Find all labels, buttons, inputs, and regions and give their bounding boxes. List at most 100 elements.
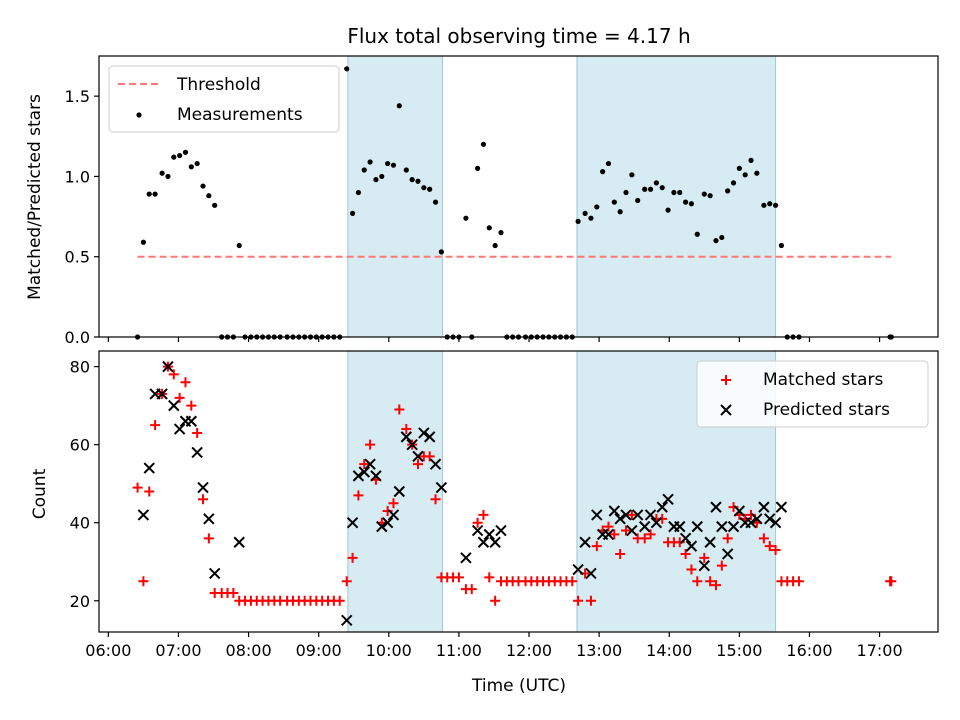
predicted-star-point	[626, 524, 638, 537]
legend-predicted-label: Predicted stars	[763, 400, 890, 420]
measurement-point	[361, 167, 367, 173]
matched-star-point	[710, 580, 721, 591]
matched-star-point	[359, 459, 370, 470]
matched-star-point	[615, 548, 626, 559]
predicted-star-point	[435, 481, 448, 494]
measurement-point	[671, 189, 677, 196]
predicted-star-point	[208, 567, 221, 580]
y-tick-label: 0.0	[65, 328, 90, 347]
measurement-point	[486, 225, 492, 231]
matched-star-point	[180, 377, 191, 388]
matched-star-point	[365, 439, 376, 450]
bottom-y-axis-label: Count	[30, 468, 50, 519]
legend-matched-label: Matched stars	[763, 370, 883, 390]
x-tick-label: 10:00	[366, 641, 412, 660]
matched-star-point	[722, 533, 733, 544]
y-tick-label: 40	[70, 514, 90, 533]
predicted-star-point	[751, 513, 763, 525]
measurement-point	[772, 202, 779, 208]
measurement-point	[588, 215, 594, 221]
x-tick-label: 14:00	[646, 641, 692, 660]
measurement-point	[611, 199, 617, 205]
legend: Matched stars Predicted stars	[696, 360, 929, 428]
measurement-point	[713, 238, 719, 244]
x-tick-label: 07:00	[155, 641, 201, 660]
measurement-point	[647, 186, 654, 192]
predicted-star-point	[764, 513, 776, 525]
predicted-star-point	[662, 493, 674, 506]
measurement-point	[665, 207, 671, 213]
measurement-point	[421, 185, 427, 191]
y-tick-label: 60	[70, 436, 90, 455]
predicted-star-point	[370, 470, 382, 482]
measurement-point	[694, 231, 700, 237]
predicted-star-point	[137, 509, 150, 521]
predicted-star-point	[579, 536, 591, 548]
matched-star-point	[453, 572, 464, 583]
legend-measurements-label: Measurements	[177, 105, 303, 125]
measurement-point	[432, 199, 439, 205]
predicted-star-point	[364, 458, 376, 470]
x-tick-label: 11:00	[436, 641, 482, 660]
measurement-point	[594, 204, 600, 210]
matched-star-point	[591, 541, 602, 552]
measurement-point	[748, 157, 754, 163]
matched-star-point	[764, 541, 775, 552]
measurement-point	[682, 199, 689, 205]
predicted-star-point	[185, 415, 198, 427]
top-panel-flux-ratio: 0.0 0.5 1.0 1.5 Threshold Measurements	[65, 55, 939, 347]
predicted-star-point	[393, 485, 406, 498]
matched-star-point	[168, 369, 179, 380]
matched-star-point	[394, 404, 405, 415]
predicted-star-point	[406, 438, 418, 451]
predicted-star-point	[429, 458, 442, 470]
matched-star-point	[621, 525, 632, 536]
measurement-point	[677, 189, 683, 196]
predicted-star-point	[585, 567, 597, 580]
predicted-star-point	[775, 501, 788, 513]
legend-predicted-swatch	[720, 404, 732, 416]
measurement-point	[617, 209, 623, 215]
measurement-point	[355, 189, 362, 196]
legend: Threshold Measurements	[108, 65, 340, 133]
predicted-star-point	[412, 450, 424, 463]
matched-star-point	[228, 587, 239, 598]
matched-star-point	[401, 424, 412, 435]
measurement-point	[415, 178, 421, 184]
predicted-star-point	[638, 520, 651, 533]
measurement-point	[629, 172, 635, 178]
predicted-star-point	[656, 501, 668, 513]
measurement-point	[379, 173, 385, 180]
predicted-star-point	[572, 563, 584, 576]
axes-frame	[98, 350, 939, 633]
measurement-point	[165, 173, 171, 180]
matched-star-point	[192, 427, 203, 438]
predicted-star-point	[679, 532, 692, 545]
predicted-star-point	[716, 520, 728, 533]
predicted-star-point	[156, 388, 168, 400]
bottom-panel-star-counts: 20 40 60 80 06:00 07:00 08:00 09:00 10:00 11:00 12…	[70, 350, 939, 660]
measurement-point	[349, 210, 356, 216]
predicted-star-point	[483, 528, 495, 541]
y-tick-label: 0.5	[65, 248, 90, 267]
chart-title: Flux total observing time = 4.17 h	[347, 24, 690, 48]
predicted-star-point	[358, 466, 370, 478]
predicted-star-point	[631, 509, 644, 521]
x-tick-label: 06:00	[85, 641, 131, 660]
predicted-star-point	[769, 517, 782, 529]
matched-star-point	[413, 459, 424, 470]
measurement-point	[206, 193, 212, 199]
top-y-axis-label: Matched/Predicted stars	[25, 94, 45, 300]
measurement-point	[492, 242, 498, 249]
predicted-star-point	[352, 470, 365, 482]
matched-star-point	[347, 552, 358, 563]
y-tick-label: 20	[70, 592, 90, 611]
y-tick-label: 1.0	[65, 167, 90, 186]
measurement-point	[575, 218, 581, 224]
predicted-star-point	[162, 360, 174, 373]
measurement-point	[742, 172, 748, 178]
matched-star-point	[478, 509, 489, 520]
x-tick-label: 09:00	[296, 641, 342, 660]
predicted-star-point	[489, 536, 501, 548]
